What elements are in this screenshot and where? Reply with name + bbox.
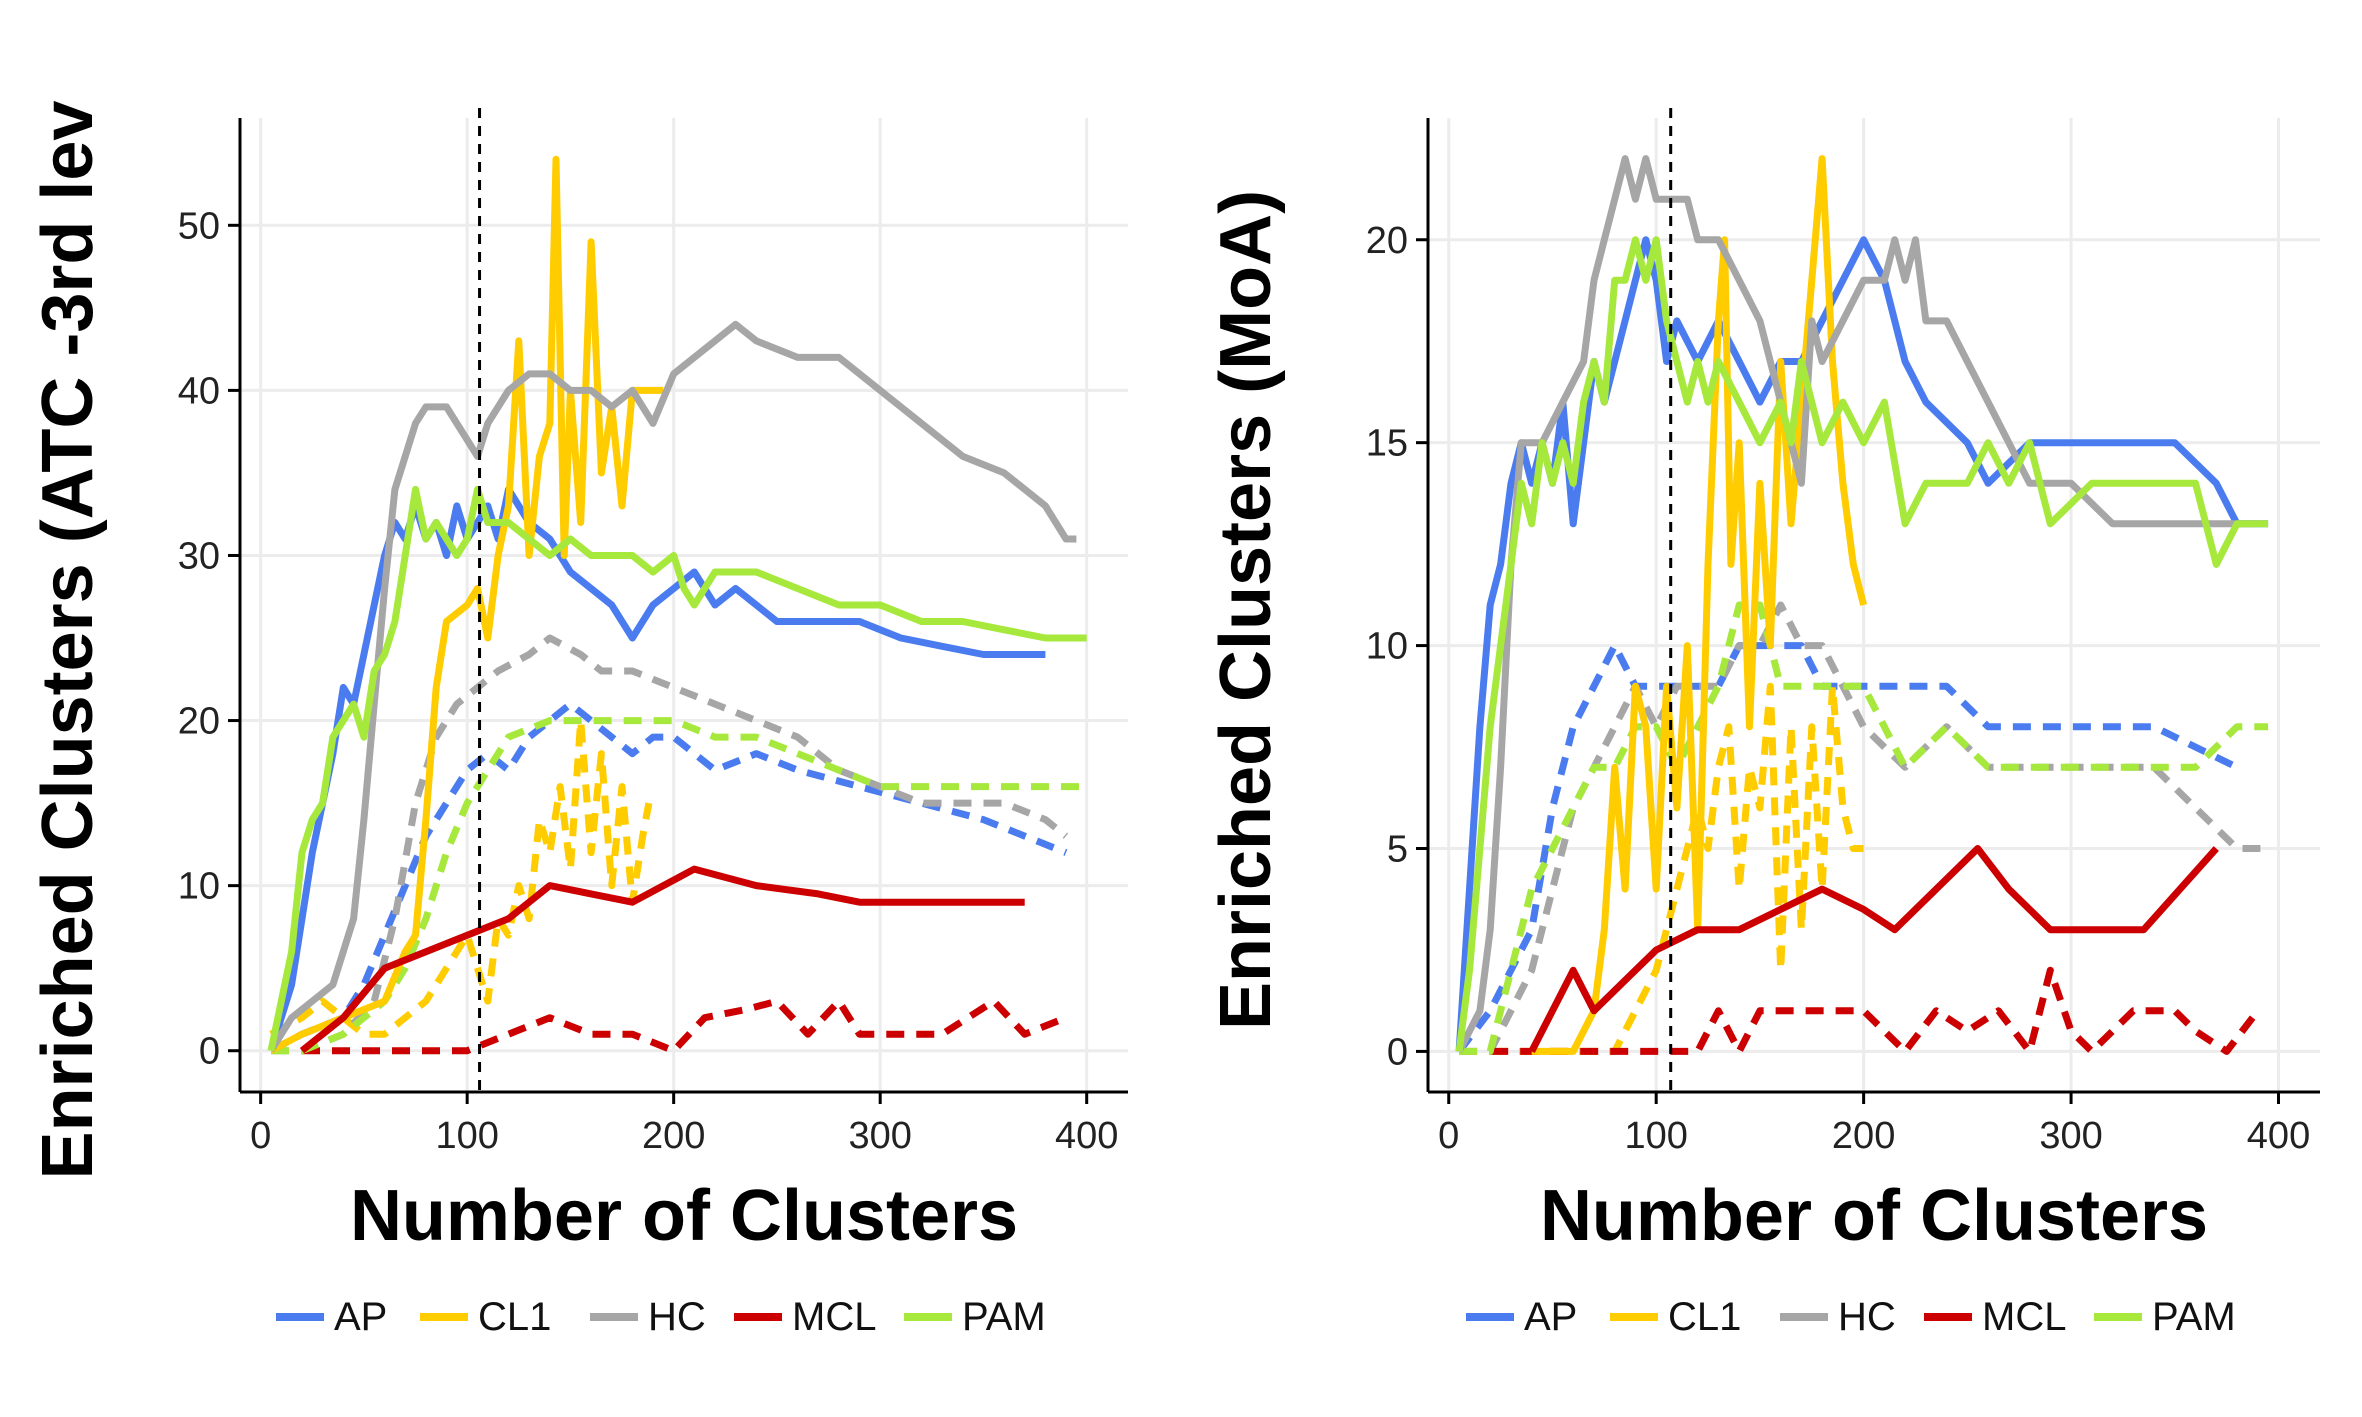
y-tick-label: 20 <box>178 701 220 743</box>
series-line-pam-solid <box>1455 236 2269 1052</box>
series-line-mcl-solid <box>1528 845 2219 1053</box>
y-tick-label: 30 <box>178 535 220 577</box>
y-tick-label: 50 <box>178 205 220 247</box>
legend-label-pam: PAM <box>962 1295 1046 1339</box>
y-axis-title: Enriched Clusters (MoA) <box>1206 190 1286 1030</box>
series-line-pam-solid <box>267 485 1087 1052</box>
y-tick-label: 0 <box>199 1031 220 1073</box>
x-tick-label: 0 <box>250 1115 271 1157</box>
series-line-cl1-solid <box>269 155 664 1054</box>
series-line-ap-dashed <box>269 700 1068 1054</box>
legend-label-hc: HC <box>1838 1295 1896 1339</box>
series-group <box>267 155 1087 1055</box>
x-tick-label: 300 <box>2039 1115 2102 1157</box>
x-tick-label: 100 <box>435 1115 498 1157</box>
x-tick-label: 200 <box>642 1115 705 1157</box>
series-group <box>1455 155 2269 1055</box>
legend-label-ap: AP <box>1524 1295 1577 1339</box>
legend: AP CL1 HC MCL PAM <box>276 1295 1046 1339</box>
y-axis-title: Enriched Clusters (ATC -3rd lev <box>28 101 108 1180</box>
x-tick-label: 300 <box>848 1115 911 1157</box>
y-tick-label: 5 <box>1387 829 1408 871</box>
series-line-ap-solid <box>1455 236 2269 1052</box>
y-tick-label: 10 <box>1366 626 1408 668</box>
legend-label-ap: AP <box>334 1295 387 1339</box>
legend: AP CL1 HC MCL PAM <box>1466 1295 2236 1339</box>
legend-label-pam: PAM <box>2152 1295 2236 1339</box>
x-axis-title: Number of Clusters <box>1540 1176 2208 1256</box>
series-line-hc-dashed <box>271 634 1069 1055</box>
x-tick-label: 100 <box>1624 1115 1687 1157</box>
x-axis-title: Number of Clusters <box>350 1176 1018 1256</box>
legend-label-hc: HC <box>648 1295 706 1339</box>
y-tick-label: 10 <box>178 866 220 908</box>
x-tick-label: 400 <box>2247 1115 2310 1157</box>
legend-label-mcl: MCL <box>1982 1295 2066 1339</box>
y-tick-label: 15 <box>1366 423 1408 465</box>
x-tick-label: 400 <box>1055 1115 1118 1157</box>
legend-label-cl1: CL1 <box>478 1295 551 1339</box>
series-line-mcl-dashed <box>302 997 1068 1055</box>
legend-label-mcl: MCL <box>792 1295 876 1339</box>
series-line-mcl-solid <box>299 865 1025 1054</box>
x-tick-label: 0 <box>1438 1115 1459 1157</box>
series-line-cl1-solid <box>1531 155 1867 1055</box>
y-tick-label: 20 <box>1366 220 1408 262</box>
legend-label-cl1: CL1 <box>1668 1295 1741 1339</box>
series-line-mcl-dashed <box>1490 966 2261 1055</box>
x-tick-label: 200 <box>1832 1115 1895 1157</box>
y-tick-label: 40 <box>178 370 220 412</box>
series-line-hc-solid <box>1455 155 2258 1053</box>
y-tick-label: 0 <box>1387 1031 1408 1073</box>
chart-panel-atc: 0 10 20 30 40 50 0 100 200 300 400 Number of Cluste… <box>28 101 1128 1339</box>
